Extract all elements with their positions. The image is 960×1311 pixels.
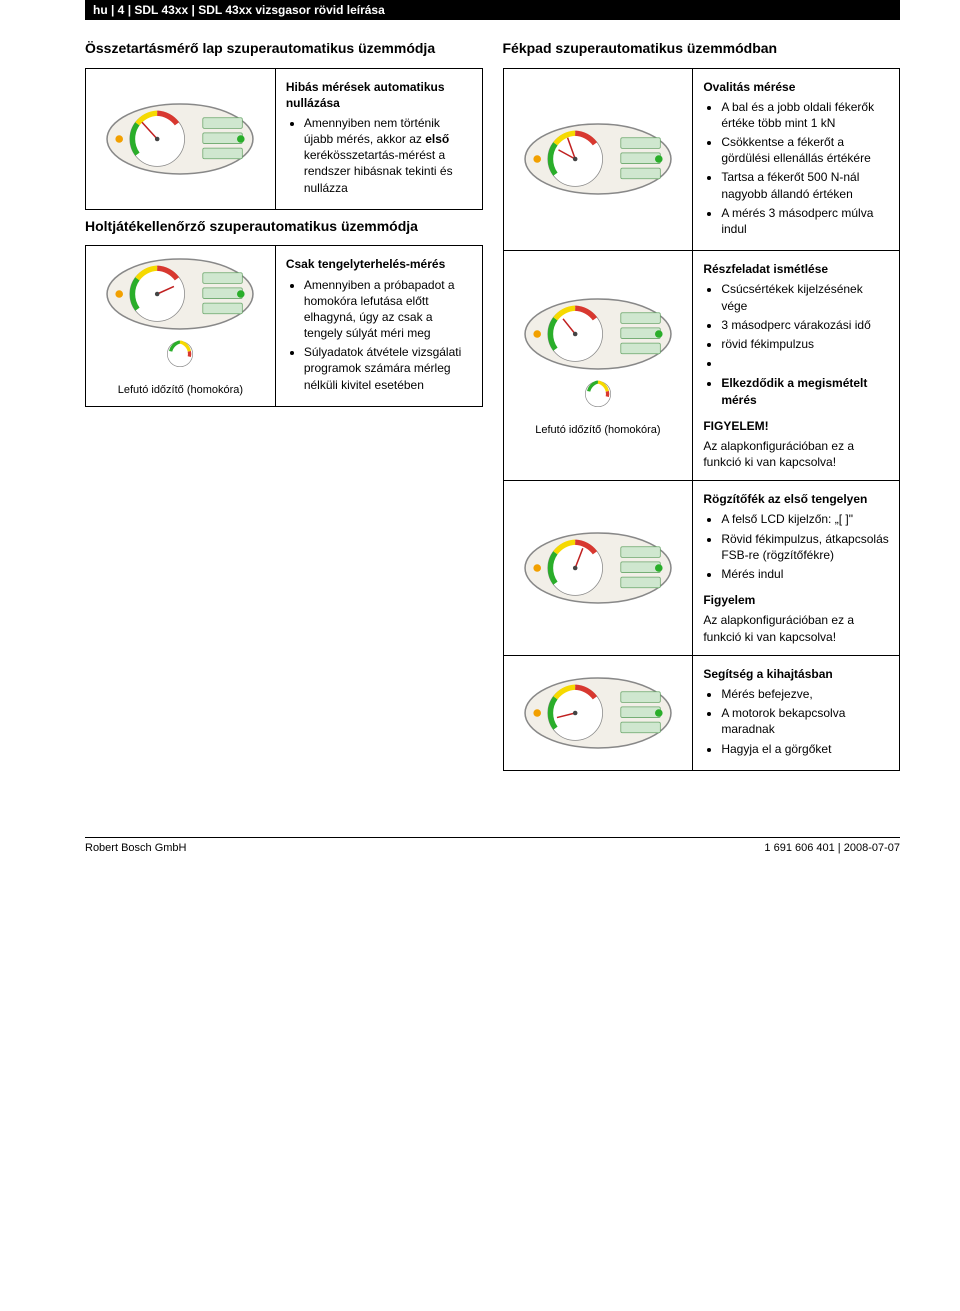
left-title-2: Holtjátékellenőrző szuperautomatikus üze… xyxy=(85,218,483,236)
text-cell: Rögzítőfék az első tengelyen A felső LCD… xyxy=(693,481,899,655)
hourglass-icon xyxy=(166,338,194,370)
list-item: Mérés indul xyxy=(721,566,889,582)
list-item: Amennyiben a próbapadot a homokóra lefut… xyxy=(304,277,472,342)
text-cell: Hibás mérések automatikus nullázása Amen… xyxy=(276,69,482,209)
subhead: Figyelem xyxy=(703,592,889,608)
list-item: A bal és a jobb oldali fékerők értéke tö… xyxy=(721,99,889,131)
bold-point: Elkezdődik a megismételt mérés xyxy=(721,376,867,406)
block-heading: Ovalitás mérése xyxy=(703,79,889,95)
gauge-cell: Lefutó időzítő (homokóra) xyxy=(86,246,276,406)
gauge-icon xyxy=(100,101,260,177)
block-heading: Rögzítőfék az első tengelyen xyxy=(703,491,889,507)
bullet-list: A felső LCD kijelzőn: „[ ]" Rövid fékimpu… xyxy=(703,511,889,582)
right-box: Ovalitás mérése A bal és a jobb oldali f… xyxy=(503,68,901,771)
bullet-list: A bal és a jobb oldali fékerők értéke tö… xyxy=(703,99,889,238)
right-title: Fékpad szuperautomatikus üzemmódban xyxy=(503,40,901,58)
text-cell: Ovalitás mérése A bal és a jobb oldali f… xyxy=(693,69,899,251)
list-item: Amennyiben nem történik újabb mérés, akk… xyxy=(304,115,472,196)
left-title-1: Összetartásmérő lap szuperautomatikus üz… xyxy=(85,40,483,58)
gauge-icon xyxy=(518,296,678,372)
text-cell: Csak tengelyterhelés-mérés Amennyiben a … xyxy=(276,246,482,406)
note: Az alapkonfigurációban ez a funkció ki v… xyxy=(703,438,889,470)
page-header: hu | 4 | SDL 43xx | SDL 43xx vizsgasor r… xyxy=(85,0,900,20)
list-item: Súlyadatok átvétele vizsgálati programok… xyxy=(304,344,472,393)
list-item: Rövid fékimpulzus, átkapcsolás FSB-re (r… xyxy=(721,531,889,563)
list-item: A felső LCD kijelzőn: „[ ]" xyxy=(721,511,889,527)
block-heading: Segítség a kihajtásban xyxy=(703,666,889,682)
list-item: Csúcsértékek kijelzésének vége xyxy=(721,281,889,313)
gauge-icon xyxy=(518,530,678,606)
gauge-icon xyxy=(518,675,678,751)
list-item: 3 másodperc várakozási idő xyxy=(721,317,889,333)
left-box-2: Lefutó időzítő (homokóra) Csak tengelyte… xyxy=(85,245,483,407)
list-item: A motorok bekapcsolva maradnak xyxy=(721,705,889,737)
list-item: A mérés 3 másodperc múlva indul xyxy=(721,205,889,237)
footer-left: Robert Bosch GmbH xyxy=(85,842,186,854)
right-column: Fékpad szuperautomatikus üzemmódban xyxy=(503,32,901,777)
list-item xyxy=(721,355,889,371)
bullet-list-bold: Elkezdődik a megismételt mérés xyxy=(703,375,889,407)
gauge-cell xyxy=(504,656,694,770)
bullet-list: Csúcsértékek kijelzésének vége 3 másodper… xyxy=(703,281,889,371)
left-column: Összetartásmérő lap szuperautomatikus üz… xyxy=(85,32,483,777)
gauge-icon xyxy=(518,121,678,197)
gauge-cell xyxy=(504,481,694,655)
hourglass-icon xyxy=(584,378,612,410)
list-item: Tartsa a fékerőt 500 N-nál nagyobb állan… xyxy=(721,169,889,201)
list-item: Mérés befejezve, xyxy=(721,686,889,702)
bullet-list: Amennyiben a próbapadot a homokóra lefut… xyxy=(286,277,472,393)
page-footer: Robert Bosch GmbH 1 691 606 401 | 2008-0… xyxy=(85,837,900,854)
left-box-1: Hibás mérések automatikus nullázása Amen… xyxy=(85,68,483,210)
bullet-list: Amennyiben nem történik újabb mérés, akk… xyxy=(286,115,472,196)
caption: Lefutó időzítő (homokóra) xyxy=(118,384,243,396)
subhead: FIGYELEM! xyxy=(703,418,889,434)
gauge-icon xyxy=(100,256,260,332)
note: Az alapkonfigurációban ez a funkció ki v… xyxy=(703,612,889,644)
gauge-cell xyxy=(504,69,694,251)
list-item: Csökkentse a fékerőt a gördülési ellenál… xyxy=(721,134,889,166)
text-cell: Részfeladat ismétlése Csúcsértékek kijel… xyxy=(693,251,899,480)
block-heading: Részfeladat ismétlése xyxy=(703,261,889,277)
list-item: rövid fékimpulzus xyxy=(721,336,889,352)
block-heading: Hibás mérések automatikus nullázása xyxy=(286,79,472,111)
footer-right: 1 691 606 401 | 2008-07-07 xyxy=(764,842,900,854)
list-item: Hagyja el a görgőket xyxy=(721,741,889,757)
text-cell: Segítség a kihajtásban Mérés befejezve, A… xyxy=(693,656,899,770)
bullet-list: Mérés befejezve, A motorok bekapcsolva ma… xyxy=(703,686,889,757)
gauge-cell xyxy=(86,69,276,209)
gauge-cell: Lefutó időzítő (homokóra) xyxy=(504,251,694,480)
caption: Lefutó időzítő (homokóra) xyxy=(535,424,660,436)
block-heading: Csak tengelyterhelés-mérés xyxy=(286,256,472,272)
